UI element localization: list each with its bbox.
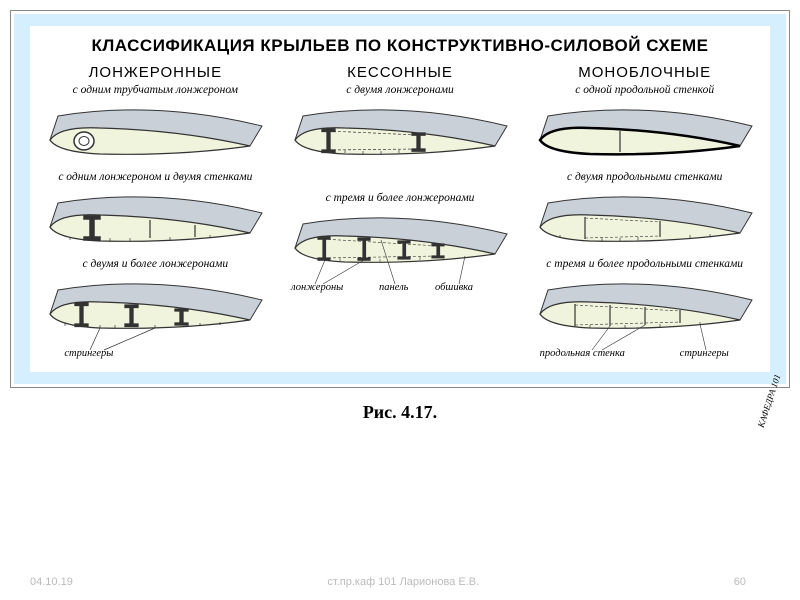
caption-3b: с двумя продольными стенками xyxy=(567,171,722,183)
callout-skin: обшивка xyxy=(435,282,473,293)
footer: 04.10.19 ст.пр.каф 101 Ларионова Е.В. 60 xyxy=(0,576,800,588)
outer-frame: КЛАССИФИКАЦИЯ КРЫЛЬЕВ ПО КОНСТРУКТИВНО-С… xyxy=(10,10,790,388)
columns-row: ЛОНЖЕРОННЫЕ с одним трубчатым лонжероном… xyxy=(34,64,766,364)
col-caisson: КЕССОННЫЕ с двумя лонжеронами xyxy=(279,64,522,364)
callout-stringers-3: стрингеры xyxy=(680,348,729,359)
caption-3c: с тремя и более продольными стенками xyxy=(546,258,743,270)
callout-stringers-1: стрингеры xyxy=(64,348,113,359)
caption-1c: с двумя и более лонжеронами xyxy=(83,258,229,270)
wing-1b xyxy=(40,185,270,257)
col-spar: ЛОНЖЕРОННЫЕ с одним трубчатым лонжероном… xyxy=(34,64,277,364)
col-monobloc: МОНОБЛОЧНЫЕ с одной продольной стенкой с… xyxy=(523,64,766,364)
footer-page: 60 xyxy=(734,576,746,588)
caption-2a: с двумя лонжеронами xyxy=(346,84,453,96)
caption-1b: с одним лонжероном и двумя стенками xyxy=(58,171,252,183)
caption-2b: с тремя и более лонжеронами xyxy=(326,192,475,204)
wing-1a xyxy=(40,98,270,170)
caption-1a: с одним трубчатым лонжероном xyxy=(73,84,238,96)
poster: КЛАССИФИКАЦИЯ КРЫЛЬЕВ ПО КОНСТРУКТИВНО-С… xyxy=(14,14,786,384)
wing-2a xyxy=(285,98,515,170)
col-header-2: КЕССОННЫЕ xyxy=(347,64,453,81)
main-title: КЛАССИФИКАЦИЯ КРЫЛЬЕВ ПО КОНСТРУКТИВНО-С… xyxy=(34,30,766,64)
figure-caption: Рис. 4.17. xyxy=(10,402,790,423)
poster-inner: КЛАССИФИКАЦИЯ КРЫЛЬЕВ ПО КОНСТРУКТИВНО-С… xyxy=(30,26,770,372)
col-header-3: МОНОБЛОЧНЫЕ xyxy=(578,64,711,81)
footer-author: ст.пр.каф 101 Ларионова Е.В. xyxy=(327,576,479,588)
wing-3c: продольная стенка стрингеры xyxy=(530,272,760,364)
col-header-1: ЛОНЖЕРОННЫЕ xyxy=(89,64,223,81)
wing-3a xyxy=(530,98,760,170)
callout-longwall: продольная стенка xyxy=(540,348,625,359)
footer-date: 04.10.19 xyxy=(30,576,73,588)
wing-1c: стрингеры xyxy=(40,272,270,364)
wing-3b xyxy=(530,185,760,257)
wing-2b: лонжероны панель обшивка xyxy=(285,206,515,318)
callout-panel: панель xyxy=(379,282,408,293)
caption-3a: с одной продольной стенкой xyxy=(575,84,714,96)
callout-spars: лонжероны xyxy=(291,282,343,293)
